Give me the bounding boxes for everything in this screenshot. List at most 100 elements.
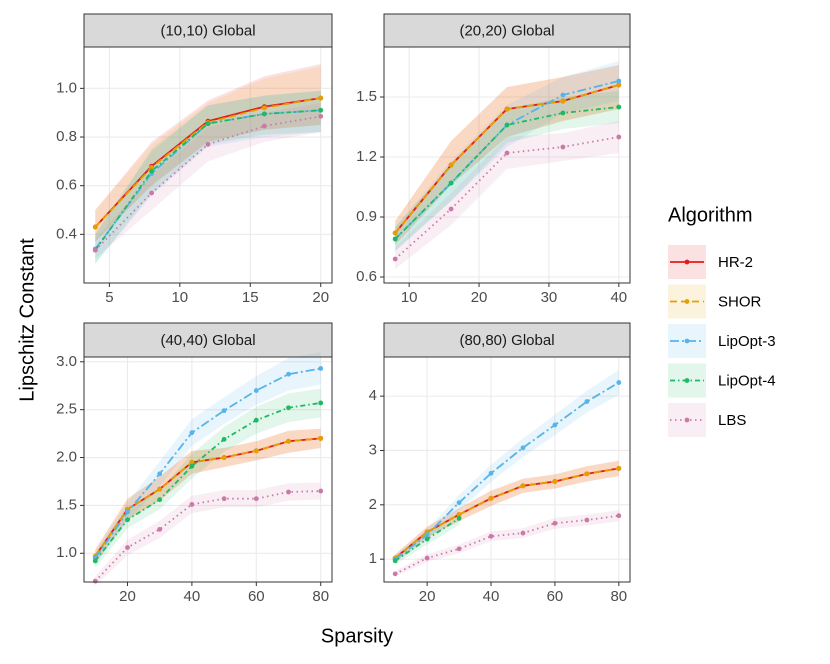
ribbon xyxy=(395,61,619,251)
point xyxy=(552,422,558,428)
x-tick-label: 40 xyxy=(610,289,627,306)
point xyxy=(318,435,324,441)
point xyxy=(504,106,510,112)
point xyxy=(189,459,195,465)
x-tick-label: 60 xyxy=(248,588,265,605)
point xyxy=(318,400,324,406)
point xyxy=(560,98,566,104)
point xyxy=(424,536,430,542)
point xyxy=(520,530,526,536)
point xyxy=(488,533,494,539)
point xyxy=(318,488,324,494)
point xyxy=(221,496,227,502)
point xyxy=(253,388,259,393)
ribbon xyxy=(95,388,321,568)
point xyxy=(221,455,227,460)
point xyxy=(318,113,324,119)
line xyxy=(94,402,321,562)
x-axis-title: Sparsity xyxy=(321,625,393,647)
point xyxy=(520,483,526,489)
point xyxy=(584,399,590,404)
point xyxy=(318,95,324,101)
y-tick-label: 3 xyxy=(369,441,377,458)
point xyxy=(504,150,510,156)
y-tick-label: 3.0 xyxy=(56,353,77,370)
line xyxy=(394,381,620,560)
point xyxy=(448,206,454,212)
ribbon xyxy=(95,102,321,259)
point xyxy=(616,78,622,84)
legend-title: Algorithm xyxy=(668,204,752,226)
legend-key-point xyxy=(684,299,690,304)
strip xyxy=(83,322,333,358)
point xyxy=(157,497,163,503)
point xyxy=(189,502,195,507)
point xyxy=(125,545,130,550)
panel-title: (80,80) Global xyxy=(459,332,554,349)
point xyxy=(616,380,622,385)
point xyxy=(448,162,454,168)
panel-title: (40,40) Global xyxy=(160,332,255,349)
panel-border xyxy=(83,46,333,284)
legend-key-point xyxy=(684,378,690,383)
point xyxy=(92,247,98,253)
point xyxy=(261,105,267,111)
x-tick-label: 60 xyxy=(547,588,564,605)
point xyxy=(286,489,291,495)
y-tick-label: 1.5 xyxy=(356,88,377,105)
ribbon xyxy=(95,482,321,586)
line xyxy=(394,514,619,575)
legend-label: HR-2 xyxy=(718,254,753,271)
point xyxy=(125,509,130,515)
point xyxy=(149,165,155,170)
y-tick-label: 4 xyxy=(369,387,377,404)
y-tick-label: 2.0 xyxy=(56,449,77,466)
x-tick-label: 20 xyxy=(419,588,436,605)
x-tick-label: 30 xyxy=(541,289,558,306)
legend-label: LBS xyxy=(718,412,746,429)
point xyxy=(520,445,526,451)
point xyxy=(205,121,211,127)
y-tick-label: 0.6 xyxy=(56,177,77,194)
y-axis-title: Lipschitz Constant xyxy=(16,238,38,402)
strip xyxy=(383,13,631,48)
y-tick-label: 1.0 xyxy=(56,544,77,561)
panel-title: (10,10) Global xyxy=(160,22,255,39)
point xyxy=(424,532,430,538)
point xyxy=(488,495,494,501)
ribbon xyxy=(95,90,321,264)
point xyxy=(552,479,558,484)
point xyxy=(92,224,98,230)
x-tick-label: 10 xyxy=(401,289,418,306)
point xyxy=(149,190,155,196)
ribbon xyxy=(395,65,619,245)
y-tick-label: 1.5 xyxy=(56,496,77,513)
point xyxy=(488,470,494,476)
y-tick-label: 1.2 xyxy=(356,148,377,165)
point xyxy=(616,134,622,140)
y-tick-label: 2 xyxy=(369,496,377,513)
legend-label: SHOR xyxy=(718,293,762,310)
point xyxy=(286,371,291,377)
point xyxy=(318,107,324,113)
point xyxy=(392,558,398,564)
x-tick-label: 15 xyxy=(242,289,259,306)
point xyxy=(560,110,566,116)
ribbon xyxy=(395,370,619,563)
panel-title: (20,20) Global xyxy=(459,22,554,39)
point xyxy=(157,486,163,492)
y-tick-label: 0.9 xyxy=(356,208,377,225)
x-tick-label: 80 xyxy=(312,588,329,605)
point xyxy=(392,236,398,242)
point xyxy=(504,122,510,128)
x-tick-label: 20 xyxy=(119,588,136,605)
point xyxy=(616,466,622,471)
point xyxy=(392,256,398,262)
x-tick-label: 40 xyxy=(483,588,500,605)
point xyxy=(189,430,195,436)
strip xyxy=(383,322,631,358)
legend-label: LipOpt-4 xyxy=(718,372,776,389)
point xyxy=(125,517,130,523)
point xyxy=(616,513,622,519)
